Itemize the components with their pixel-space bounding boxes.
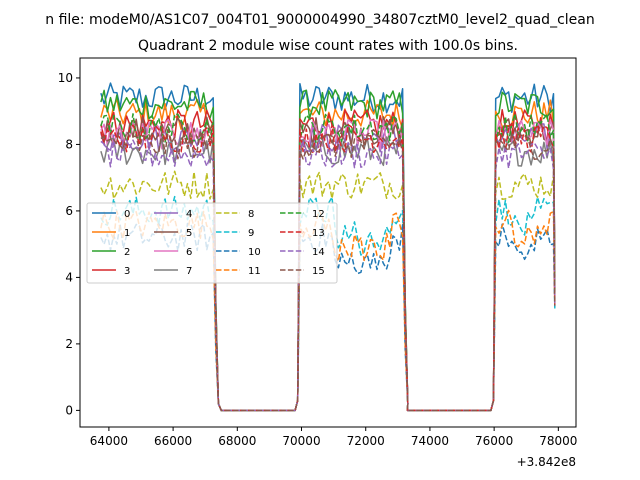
- x-tick-label: 74000: [411, 434, 449, 448]
- legend-label-0: 0: [124, 209, 130, 220]
- legend-label-12: 12: [312, 209, 325, 220]
- x-tick-label: 78000: [539, 434, 577, 448]
- y-tick-label: 8: [65, 137, 73, 151]
- y-tick-label: 4: [65, 270, 73, 284]
- y-axis: 0 2 4 6 8 10: [58, 71, 80, 417]
- y-tick-label: 0: [65, 403, 73, 417]
- series-line-0: [100, 82, 556, 412]
- legend-label-9: 9: [248, 228, 254, 239]
- series-line-13: [100, 122, 556, 412]
- y-tick-label: 2: [65, 337, 73, 351]
- x-tick-label: 68000: [218, 434, 256, 448]
- legend-label-13: 13: [312, 228, 325, 239]
- series-line-8: [100, 170, 556, 412]
- x-offset-label: +3.842e8: [517, 455, 576, 469]
- legend-label-2: 2: [124, 247, 130, 258]
- x-tick-label: 70000: [282, 434, 320, 448]
- series-line-2: [100, 89, 556, 412]
- axes-frame: [79, 57, 577, 428]
- x-tick-label: 72000: [347, 434, 385, 448]
- x-axis: 64000 66000 68000 70000 72000 74000 76000 78000: [90, 427, 577, 448]
- legend-label-7: 7: [186, 266, 192, 277]
- x-tick-label: 66000: [154, 434, 192, 448]
- x-tick-label: 76000: [475, 434, 513, 448]
- y-tick-label: 10: [58, 71, 73, 85]
- chart-title: Quadrant 2 module wise count rates with …: [138, 38, 518, 54]
- legend-label-10: 10: [248, 247, 261, 258]
- legend-label-6: 6: [186, 247, 192, 258]
- legend-label-15: 15: [312, 266, 325, 277]
- series-line-6: [100, 118, 556, 412]
- legend-label-11: 11: [248, 266, 261, 277]
- series-line-15: [100, 128, 556, 412]
- legend-label-4: 4: [186, 209, 192, 220]
- y-tick-label: 6: [65, 204, 73, 218]
- series-line-14: [100, 138, 556, 412]
- legend-label-1: 1: [124, 228, 130, 239]
- figure-suptitle: n file: modeM0/AS1C07_004T01_9000004990_…: [45, 12, 594, 28]
- series-line-12: [100, 113, 556, 412]
- legend-label-8: 8: [248, 209, 254, 220]
- legend-label-3: 3: [124, 266, 130, 277]
- legend-frame: [86, 202, 338, 284]
- x-tick-label: 64000: [90, 434, 128, 448]
- legend-label-5: 5: [186, 228, 192, 239]
- legend-label-14: 14: [312, 247, 325, 258]
